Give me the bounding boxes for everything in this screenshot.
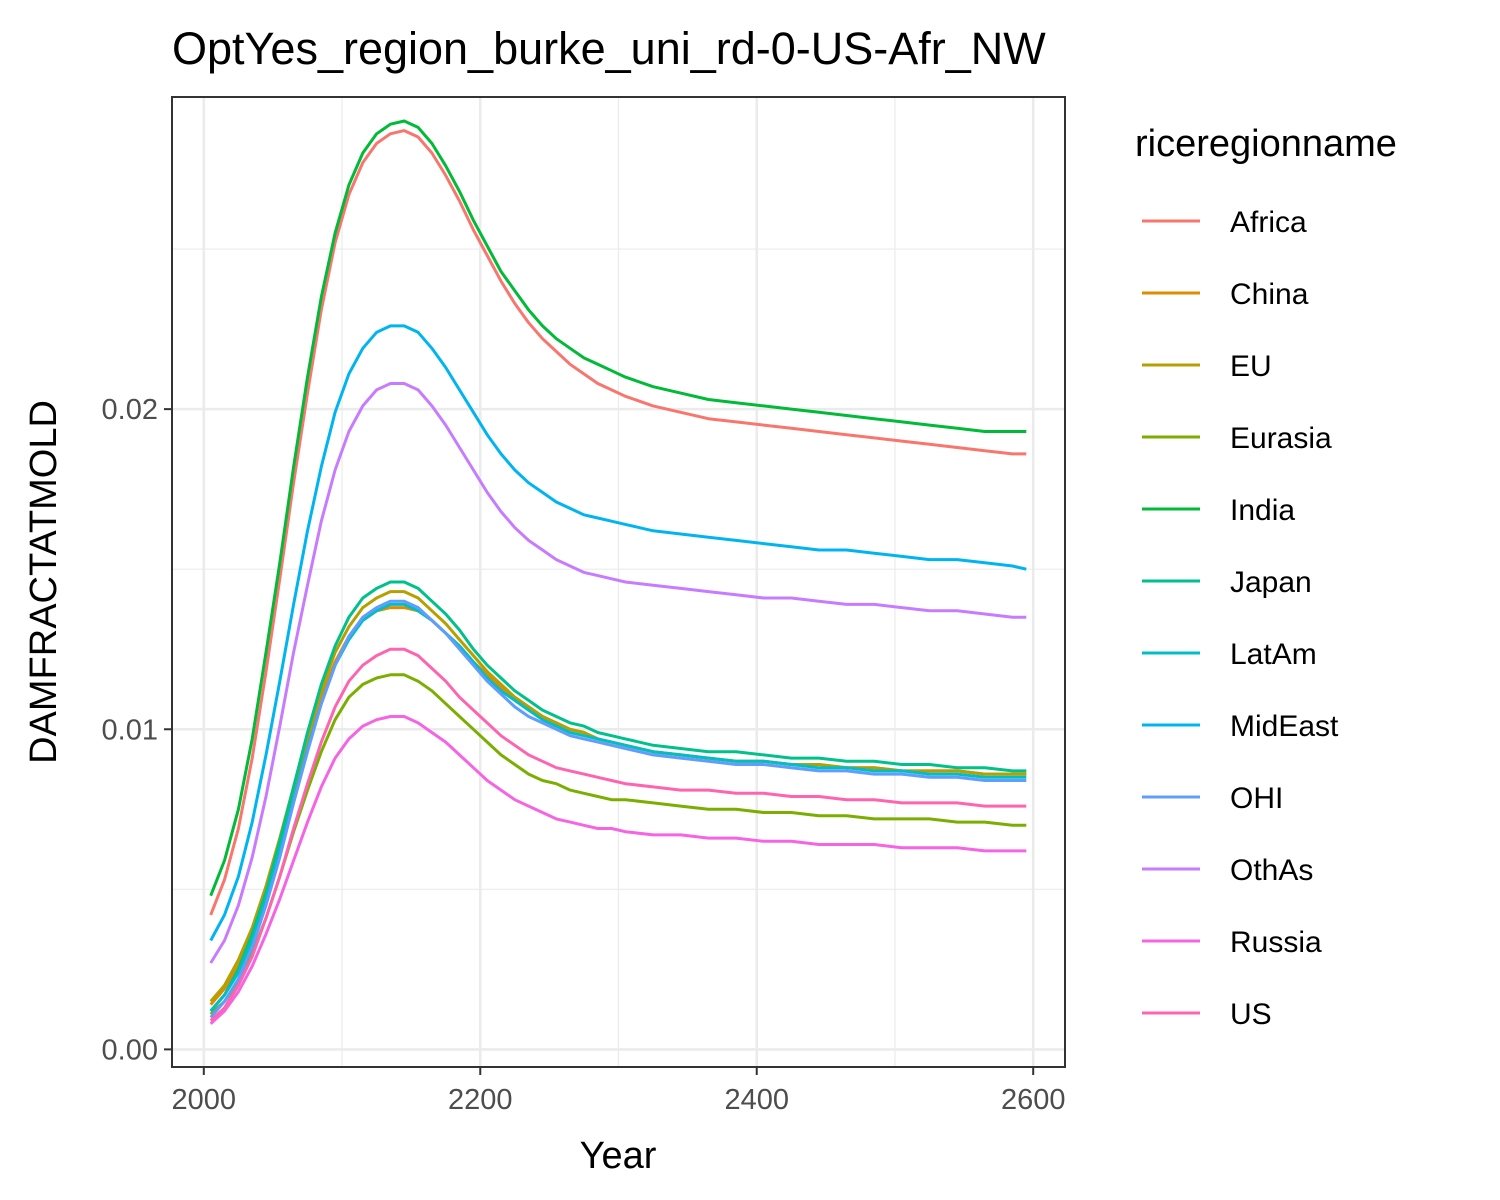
legend-item-russia: Russia (1142, 926, 1322, 959)
legend-label: OthAs (1230, 854, 1313, 887)
y-axis-title: DAMFRACTATMOLD (23, 400, 65, 764)
legend-item-us: US (1142, 998, 1272, 1031)
series-line-othas (209, 382, 1027, 964)
x-tick-label: 2600 (1001, 1084, 1066, 1116)
series-line-japan (209, 580, 1027, 1012)
minor-gridlines (172, 97, 1065, 1067)
legend-title: riceregionname (1135, 123, 1397, 165)
legend-item-china: China (1142, 278, 1309, 311)
series-line-india (209, 119, 1027, 897)
y-tick-label: 0.00 (102, 1034, 158, 1066)
y-axis: 0.00 0.01 0.02 (102, 394, 172, 1066)
legend-label: Africa (1230, 206, 1307, 239)
legend-item-ohi: OHI (1142, 782, 1283, 815)
legend-label: LatAm (1230, 638, 1317, 671)
legend-label: MidEast (1230, 710, 1339, 743)
y-tick-label: 0.01 (102, 714, 158, 746)
x-tick-label: 2000 (172, 1084, 237, 1116)
series-line-africa (209, 129, 1027, 916)
x-axis: 2000 2200 2400 2600 (172, 1067, 1066, 1116)
series-line-russia (209, 715, 1027, 1025)
x-tick-label: 2200 (448, 1084, 513, 1116)
y-tick-label: 0.02 (102, 394, 158, 426)
legend-label: India (1230, 494, 1295, 527)
series-line-us (209, 647, 1027, 1022)
series-line-eurasia (209, 673, 1027, 1016)
x-axis-title: Year (580, 1135, 657, 1177)
x-tick-label: 2400 (724, 1084, 789, 1116)
legend-label: Japan (1230, 566, 1312, 599)
legend-item-eurasia: Eurasia (1142, 422, 1332, 455)
legend-item-india: India (1142, 494, 1295, 527)
legend-label: Russia (1230, 926, 1322, 959)
legend-label: US (1230, 998, 1272, 1031)
legend-items: Africa China EU Eurasia India Japan LatAm MidEa… (1142, 206, 1339, 1031)
legend-item-africa: Africa (1142, 206, 1307, 239)
legend-label: China (1230, 278, 1309, 311)
legend-item-latam: LatAm (1142, 638, 1317, 671)
legend-label: Eurasia (1230, 422, 1332, 455)
plot-panel-border (171, 96, 1066, 1068)
legend-item-othas: OthAs (1142, 854, 1313, 887)
legend-label: OHI (1230, 782, 1283, 815)
legend: riceregionname Africa China EU Eurasia India… (1135, 123, 1397, 1031)
series-line-ohi (209, 599, 1027, 1019)
major-gridlines (172, 97, 1065, 1067)
legend-item-eu: EU (1142, 350, 1272, 383)
series-lines (209, 119, 1027, 1025)
legend-label: EU (1230, 350, 1272, 383)
chart-title: OptYes_region_burke_uni_rd-0-US-Afr_NW (172, 23, 1046, 74)
legend-item-japan: Japan (1142, 566, 1312, 599)
series-line-mideast (209, 324, 1027, 942)
legend-item-mideast: MidEast (1142, 710, 1339, 743)
